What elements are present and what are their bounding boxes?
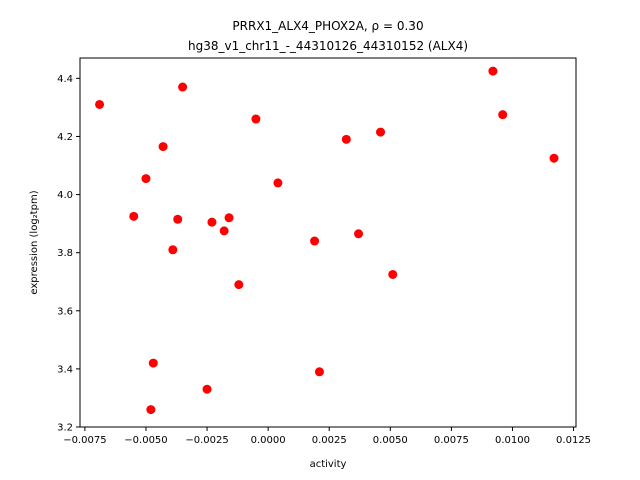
scatter-point xyxy=(388,269,398,279)
y-tick-label: 4.2 xyxy=(57,132,73,143)
scatter-point xyxy=(376,127,386,137)
scatter-point xyxy=(314,367,324,377)
scatter-point xyxy=(146,405,156,415)
x-tick-label: −0.0050 xyxy=(124,435,167,446)
x-tick-label: 0.0025 xyxy=(312,435,347,446)
x-tick-label: −0.0025 xyxy=(185,435,228,446)
x-tick-label: 0.0125 xyxy=(556,435,591,446)
x-axis-label: activity xyxy=(310,459,347,470)
scatter-point xyxy=(129,211,139,221)
chart-title-line-2: hg38_v1_chr11_-_44310126_44310152 (ALX4) xyxy=(188,39,468,53)
scatter-point xyxy=(207,217,217,227)
scatter-point xyxy=(95,99,105,109)
x-tick-label: −0.0075 xyxy=(63,435,106,446)
scatter-point xyxy=(310,236,320,246)
scatter-point xyxy=(498,110,508,120)
scatter-point xyxy=(354,229,364,239)
y-tick-label: 4.0 xyxy=(57,190,73,201)
y-tick-label: 3.4 xyxy=(57,364,73,375)
y-tick-label: 3.8 xyxy=(57,248,73,259)
scatter-point xyxy=(202,384,212,394)
scatter-point xyxy=(141,174,151,184)
x-tick-label: 0.0075 xyxy=(434,435,469,446)
scatter-point xyxy=(251,114,261,124)
scatter-point xyxy=(173,214,183,224)
y-axis-label: expression (log₂tpm) xyxy=(29,190,40,294)
x-tick-label: 0.0050 xyxy=(373,435,408,446)
scatter-point xyxy=(148,358,158,368)
scatter-point xyxy=(341,134,351,144)
plot-frame xyxy=(79,57,577,428)
scatter-point xyxy=(219,226,229,236)
scatter-point xyxy=(234,280,244,290)
scatter-point xyxy=(273,178,283,188)
scatter-point xyxy=(549,153,559,163)
x-tick-label: 0.0100 xyxy=(495,435,530,446)
y-tick-label: 3.2 xyxy=(57,423,73,434)
ticks-layer: −0.0075 −0.0050 −0.0025 0.0000 0.0025 0.0050 0… xyxy=(57,74,591,446)
scatter-point xyxy=(178,82,188,92)
chart-title-line-1: PRRX1_ALX4_PHOX2A, ρ = 0.30 xyxy=(232,19,423,33)
scatter-point xyxy=(488,66,498,76)
x-tick-label: 0.0000 xyxy=(251,435,286,446)
scatter-point xyxy=(224,213,234,223)
y-tick-label: 3.6 xyxy=(57,306,73,317)
points-layer xyxy=(95,66,559,415)
y-tick-label: 4.4 xyxy=(57,74,73,85)
scatter-point xyxy=(168,245,178,255)
scatter-point xyxy=(158,142,168,152)
